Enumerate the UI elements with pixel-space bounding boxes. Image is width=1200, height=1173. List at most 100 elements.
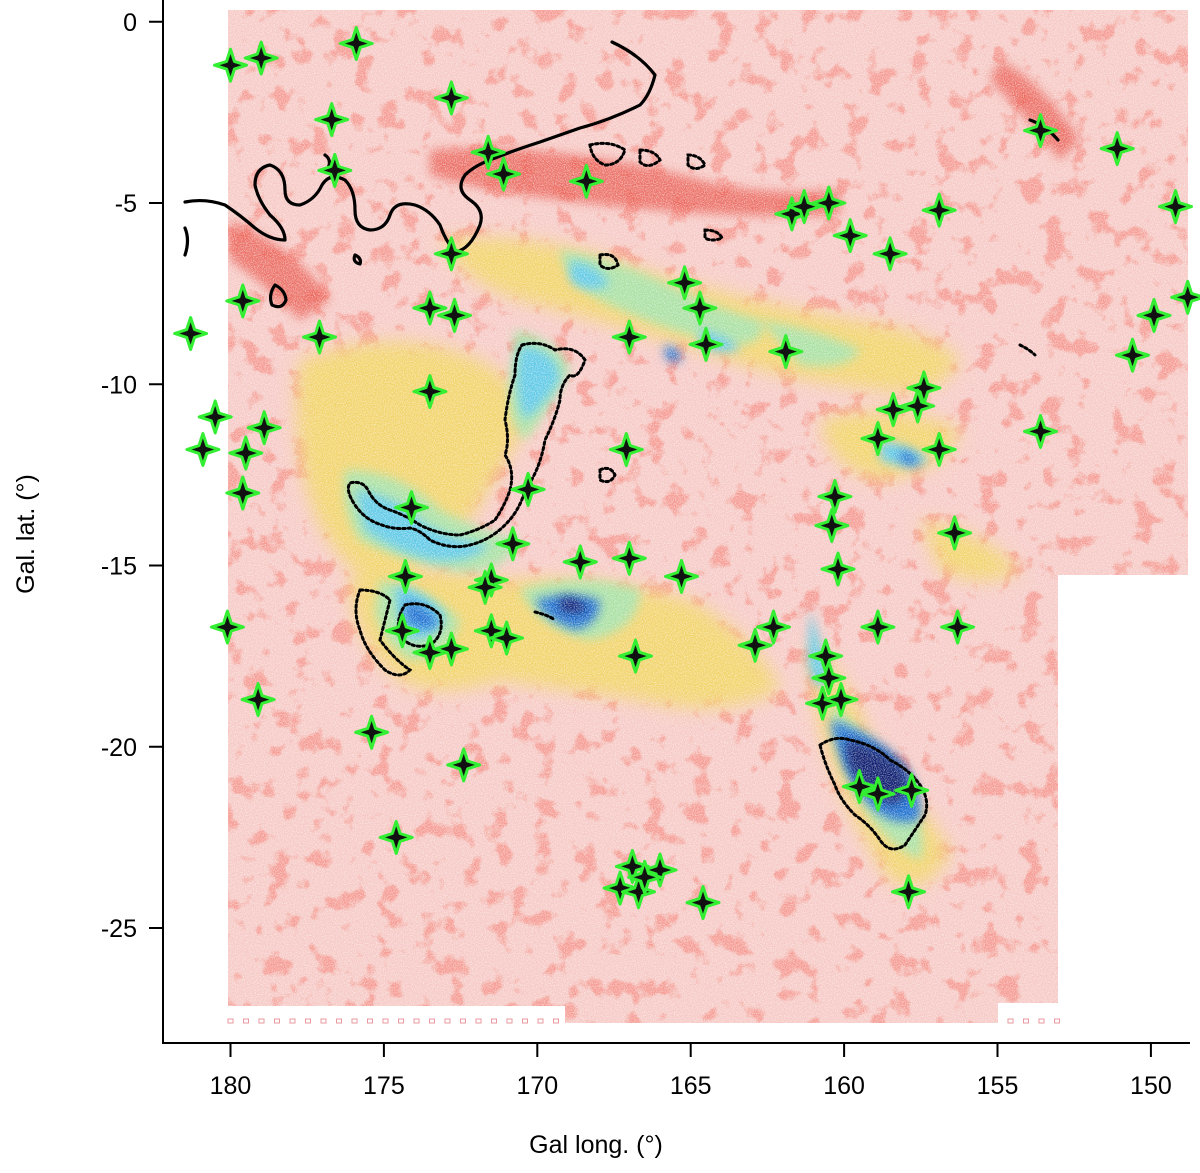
edge-dash: [243, 1018, 249, 1024]
edge-dash: [1038, 1018, 1045, 1024]
star-marker: [756, 609, 791, 645]
star-marker: [841, 769, 877, 805]
star-marker: [228, 435, 264, 471]
edge-dash: [1023, 1018, 1029, 1024]
star-marker: [209, 609, 245, 645]
star-marker: [243, 40, 279, 76]
star-marker: [197, 399, 233, 435]
edge-dash: [460, 1018, 466, 1024]
star-marker: [562, 544, 598, 580]
edge-dash: [289, 1018, 296, 1024]
y-tick-label: -25: [101, 915, 137, 943]
star-marker: [1099, 131, 1135, 167]
edge-dash: [537, 1018, 544, 1024]
star-marker: [921, 432, 957, 467]
star-marker: [317, 152, 353, 188]
star-marker: [614, 848, 650, 884]
edge-dash: [1054, 1018, 1060, 1024]
star-marker: [768, 334, 804, 370]
star-marker: [1023, 413, 1058, 449]
y-tick-label: -20: [101, 734, 137, 762]
star-marker: [213, 47, 248, 83]
x-axis-title: Gal long. (°): [529, 1131, 663, 1159]
star-marker: [495, 526, 531, 562]
star-marker: [685, 885, 721, 921]
y-tick-label: -5: [115, 190, 137, 218]
x-ticks: 180 175 170 165 160 155 150: [210, 1043, 1172, 1100]
star-marker: [900, 388, 936, 424]
star-marker: [173, 316, 209, 351]
edge-dash: [336, 1018, 342, 1024]
star-marker: [811, 185, 847, 221]
map-noise: [228, 10, 1188, 1023]
y-tick-label: 0: [123, 9, 137, 37]
y-tick-label: -15: [101, 553, 137, 581]
map-edge-dashes: [227, 1018, 1060, 1024]
y-axis-title: Gal. lat. (°): [12, 474, 40, 594]
star-marker: [1023, 113, 1058, 148]
star-marker: [737, 627, 773, 663]
star-marker: [1170, 279, 1200, 315]
star-marker: [921, 192, 957, 228]
star-marker: [811, 660, 847, 696]
edge-dash: [398, 1018, 404, 1024]
axes: 180 175 170 165 160 155 150 0 -5 -10 -15 -20 -25: [101, 0, 1190, 1100]
star-marker: [1136, 297, 1172, 333]
edge-dash: [1007, 1018, 1014, 1024]
star-marker: [611, 319, 647, 355]
star-marker: [394, 490, 429, 525]
star-marker: [814, 508, 850, 544]
x-tick-label: 160: [823, 1072, 865, 1100]
star-marker: [664, 558, 699, 594]
star-marker: [611, 540, 647, 576]
star-marker: [225, 475, 261, 511]
edge-dash: [258, 1018, 265, 1024]
edge-dash: [413, 1018, 420, 1024]
star-marker: [446, 747, 482, 783]
star-marker: [894, 772, 930, 808]
x-tick-label: 175: [363, 1072, 405, 1100]
star-marker: [510, 471, 546, 507]
star-marker: [437, 297, 472, 333]
star-marker: [378, 819, 414, 855]
star-marker: [314, 102, 350, 138]
star-marker: [940, 609, 976, 645]
edge-dash: [444, 1018, 451, 1024]
star-marker: [602, 870, 638, 906]
star-marker: [823, 682, 859, 718]
edge-dash: [491, 1018, 497, 1024]
star-marker: [860, 776, 896, 812]
star-marker: [433, 631, 469, 667]
edge-dash: [429, 1018, 435, 1024]
star-marker: [412, 374, 448, 409]
star-marker: [338, 26, 374, 61]
star-marker: [642, 852, 678, 888]
star-marker: [302, 319, 337, 355]
star-marker: [820, 551, 856, 587]
star-marker: [860, 421, 896, 457]
y-ticks: 0 -5 -10 -15 -20 -25: [101, 9, 163, 943]
x-tick-label: 155: [977, 1072, 1019, 1100]
star-marker: [1115, 337, 1150, 373]
edge-dash: [522, 1018, 528, 1024]
star-marker: [860, 609, 896, 645]
x-tick-label: 170: [516, 1072, 558, 1100]
edge-dash: [305, 1018, 311, 1024]
star-marker: [486, 156, 522, 192]
star-marker: [832, 218, 868, 254]
edge-dash: [274, 1018, 280, 1024]
star-marker: [433, 80, 469, 116]
edge-dash: [367, 1018, 373, 1024]
y-tick-label: -10: [101, 371, 137, 399]
edge-dash: [320, 1018, 327, 1024]
column-density-map: [228, 10, 1188, 1023]
star-marker: [470, 134, 506, 170]
star-marker: [1158, 189, 1193, 225]
x-tick-label: 165: [670, 1072, 712, 1100]
star-marker: [667, 265, 703, 301]
star-marker: [682, 290, 718, 326]
star-marker: [473, 613, 509, 649]
star-marker: [240, 682, 276, 718]
star-marker: [568, 163, 604, 199]
